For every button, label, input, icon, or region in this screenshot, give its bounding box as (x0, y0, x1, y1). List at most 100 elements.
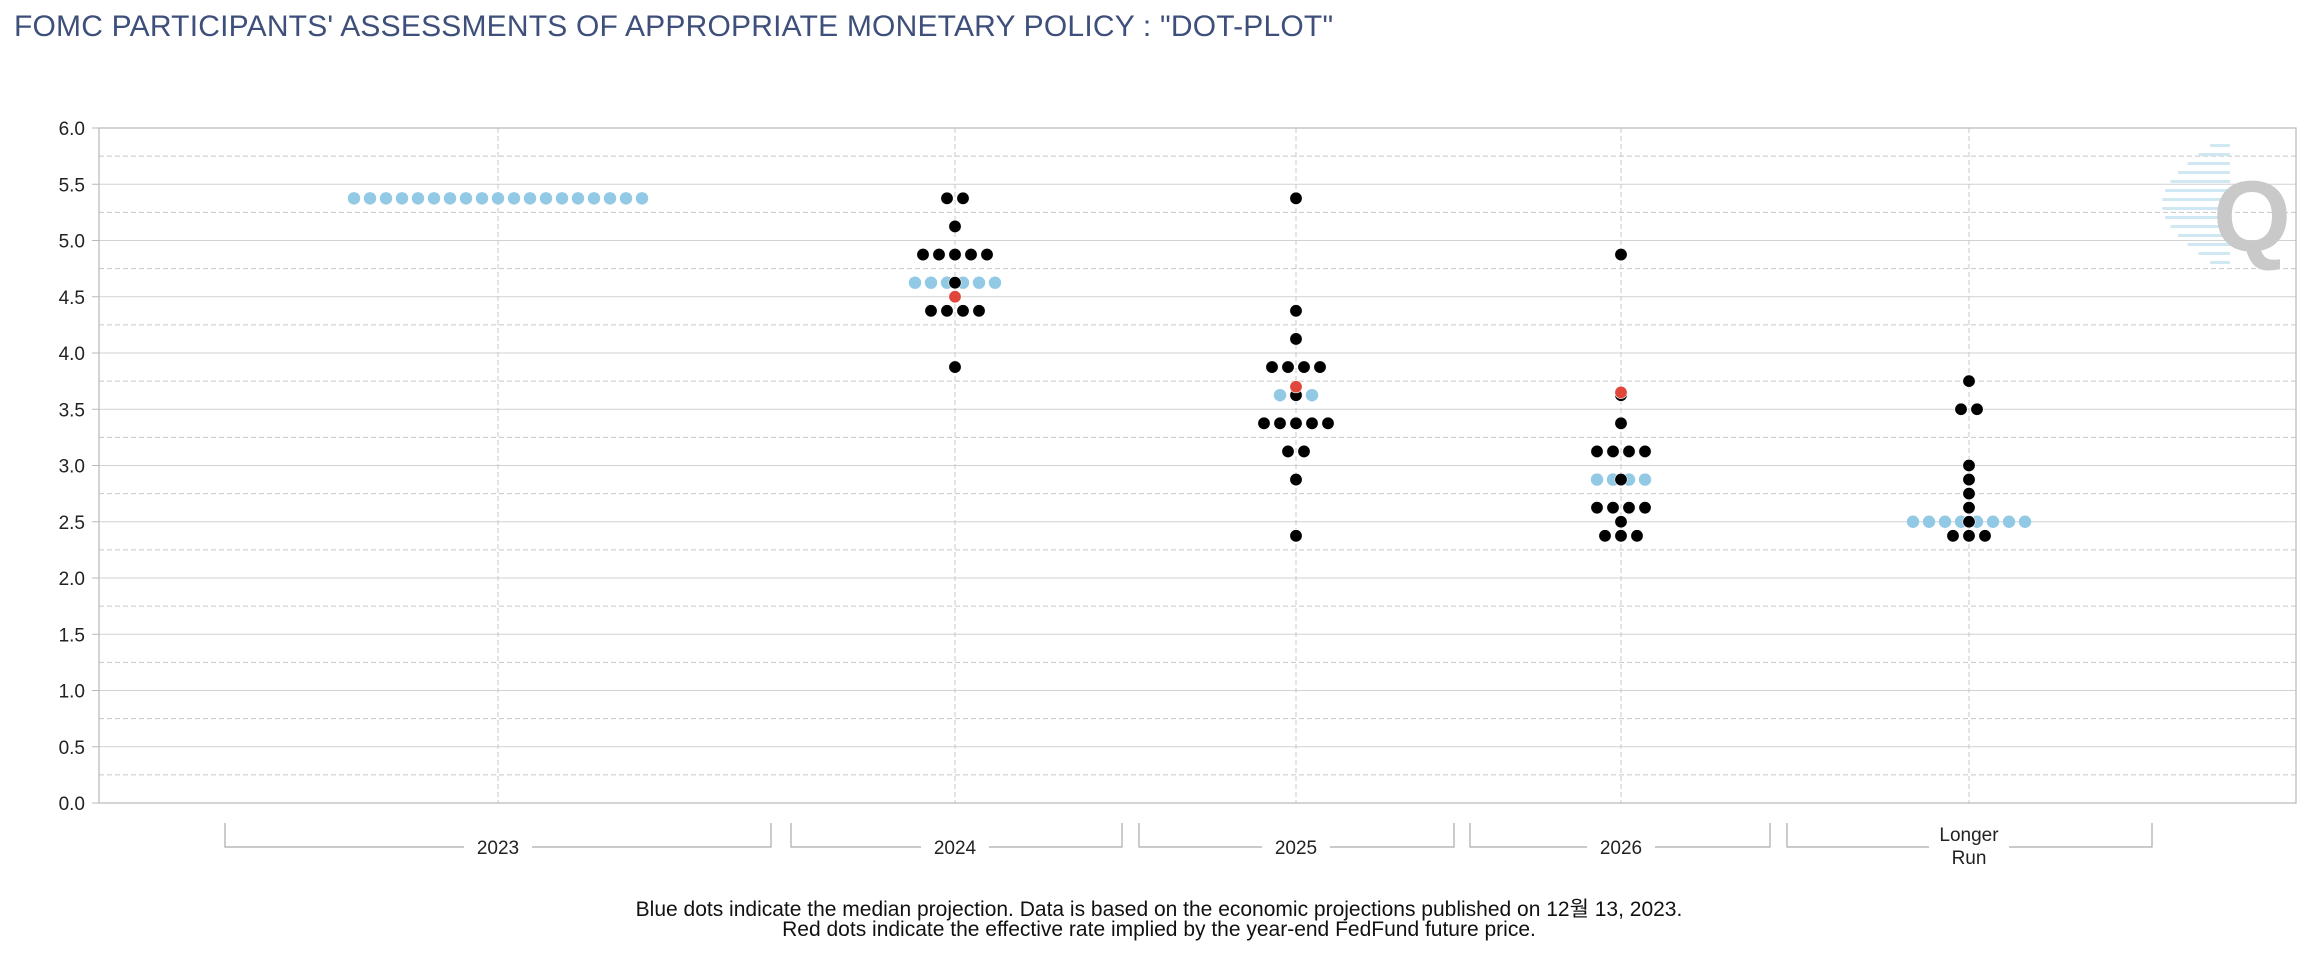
logo-stripe (2170, 180, 2230, 183)
logo-stripe (2210, 144, 2230, 147)
median-dot (1273, 388, 1287, 402)
futures-implied-dot (1289, 380, 1303, 394)
median-dot (491, 192, 505, 205)
category-label-backing (1587, 835, 1655, 859)
y-tick-label: 0.5 (59, 738, 85, 759)
median-dot (619, 192, 633, 205)
category-label-2023: 2023 (477, 838, 519, 859)
category-label-backing (464, 835, 532, 859)
category-label-longer-run-line-1: Longer (1939, 825, 1999, 846)
median-dot (988, 276, 1002, 289)
y-tick-label: 5.5 (59, 175, 85, 196)
category-label-2026: 2026 (1600, 838, 1642, 859)
participant-dot (1962, 529, 1976, 543)
median-dot (555, 192, 569, 205)
median-dot (1590, 473, 1604, 486)
y-axis-tick-labels: 0.0 0.5 1.0 1.5 2.0 2.5 3.0 3.5 4.0 4.5 5.0 5.5 6.0 (59, 119, 85, 815)
participant-dot (1962, 473, 1976, 487)
participant-dot (916, 248, 930, 262)
participant-dot (1962, 487, 1976, 501)
participant-dot (1614, 529, 1628, 543)
participant-dot (1289, 416, 1303, 430)
participant-dot (1297, 360, 1311, 374)
median-dot (1638, 473, 1652, 486)
median-dot (1986, 515, 2000, 528)
participant-dot (1638, 444, 1652, 458)
dots (347, 191, 2032, 543)
participant-dot (1257, 416, 1271, 430)
participant-dot (924, 304, 938, 318)
category-label-longer-run-line-2: Run (1952, 848, 1987, 869)
participant-dot (1289, 191, 1303, 205)
logo-stripe (2165, 189, 2230, 192)
logo-stripe (2165, 216, 2230, 219)
y-tick-label: 3.0 (59, 457, 85, 478)
participant-dot (1289, 332, 1303, 346)
participant-dot (1962, 374, 1976, 388)
participant-dot (1281, 360, 1295, 374)
median-dot (2018, 515, 2032, 528)
y-tick-label: 1.5 (59, 625, 85, 646)
participant-dot (1630, 529, 1644, 543)
participant-dot (1297, 444, 1311, 458)
grid-lines (99, 127, 2296, 804)
median-dot (347, 192, 361, 205)
participant-dot (1289, 473, 1303, 487)
participant-dot (1289, 304, 1303, 318)
y-tick-label: 0.0 (59, 794, 85, 815)
y-tick-label: 1.0 (59, 682, 85, 703)
median-dot (427, 192, 441, 205)
logo-stripe (2178, 171, 2230, 174)
participant-dot (1978, 529, 1992, 543)
participant-dot (1313, 360, 1327, 374)
logo-stripe (2198, 252, 2230, 255)
participant-dot (948, 360, 962, 374)
participant-dot (1946, 529, 1960, 543)
logo-text: Q (2213, 161, 2291, 273)
participant-dot (948, 248, 962, 262)
participant-dot (940, 191, 954, 205)
participant-dot (948, 276, 962, 290)
participant-dot (1590, 501, 1604, 515)
participant-dot (1970, 402, 1984, 416)
participant-dot (1962, 501, 1976, 515)
logo-stripe (2170, 225, 2230, 228)
participant-dot (1614, 248, 1628, 262)
category-label-backing (1929, 826, 2009, 870)
participant-dot (1265, 360, 1279, 374)
median-dot (1922, 515, 1936, 528)
participant-dot (1614, 416, 1628, 430)
participant-dot (1606, 444, 1620, 458)
median-dot (395, 192, 409, 205)
category-label-backing (921, 835, 989, 859)
median-dot (443, 192, 457, 205)
logo-stripe (2210, 261, 2230, 264)
median-dot (587, 192, 601, 205)
category-label-2025: 2025 (1275, 838, 1317, 859)
participant-dot (956, 191, 970, 205)
median-dot (459, 192, 473, 205)
median-dot (1906, 515, 1920, 528)
median-dot (411, 192, 425, 205)
median-dot (539, 192, 553, 205)
category-label-backing (1262, 835, 1330, 859)
y-tick-label: 6.0 (59, 119, 85, 140)
y-tick-label: 5.0 (59, 232, 85, 253)
y-tick-label: 4.0 (59, 344, 85, 365)
q-logo: Q (2162, 144, 2291, 273)
logo-stripe (2187, 162, 2230, 165)
participant-dot (1281, 444, 1295, 458)
y-tick-label: 4.5 (59, 288, 85, 309)
participant-dot (980, 248, 994, 262)
participant-dot (1273, 416, 1287, 430)
median-dot (507, 192, 521, 205)
participant-dot (948, 219, 962, 233)
median-dot (908, 276, 922, 289)
participant-dot (1622, 444, 1636, 458)
median-dot (475, 192, 489, 205)
logo-stripe (2162, 207, 2230, 210)
participant-dot (1954, 402, 1968, 416)
futures-implied-dot (1614, 385, 1628, 399)
y-tick-label: 2.5 (59, 513, 85, 534)
dot-plot-chart: 0.00.51.01.52.02.53.03.54.04.55.05.56.0 … (59, 119, 2297, 870)
